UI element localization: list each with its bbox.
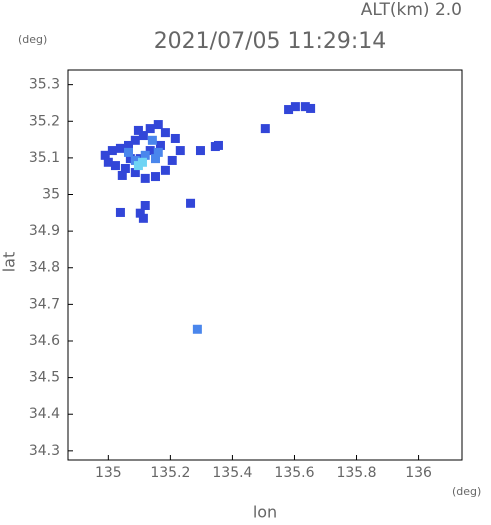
y-tick-label: 34.8 [29,260,60,276]
echo-cell [195,146,205,156]
echo-cell [110,161,120,171]
y-tick-label: 35.2 [29,113,60,129]
x-tick-label: 135.2 [150,465,190,481]
echo-cell [120,164,130,174]
echo-cell [175,146,185,156]
echo-cell [133,125,143,135]
y-tick-label: 34.5 [29,370,60,386]
y-tick-label: 35.1 [29,150,60,166]
echo-cell [123,147,133,157]
x-axis-label: lon [253,503,277,522]
y-tick-label: 34.7 [29,296,60,312]
y-tick-label: 34.9 [29,223,60,239]
echo-cell [155,140,165,150]
echo-cell [150,154,160,164]
echo-cell [167,155,177,165]
echo-cell [125,154,135,164]
y-tick-label: 34.3 [29,443,60,459]
y-tick-label: 35 [42,187,60,203]
echo-cell [140,200,150,210]
echo-cell [115,143,125,153]
echo-cell [290,102,300,112]
x-tick-label: 135.8 [336,465,376,481]
echo-cell [260,124,270,134]
echo-cell [160,165,170,175]
echo-cell [140,173,150,183]
echo-cell [107,146,117,156]
echo-cell [153,147,163,157]
echo-cell [170,133,180,143]
echo-cell [135,208,145,218]
echo-cell [130,135,140,145]
echo-cell [153,120,163,130]
echo-cell [115,207,125,217]
echo-cell [138,213,148,223]
echo-cell [300,102,310,112]
y-axis-label: lat [0,252,19,273]
echo-cell [284,105,294,115]
echo-cell [103,157,113,167]
x-unit: (deg) [452,485,481,498]
echo-cell [186,198,196,208]
x-tick-label: 135 [95,465,122,481]
echo-cell [145,146,155,156]
y-tick-label: 35.3 [29,77,60,93]
echo-cell [140,150,150,160]
echo-cell [130,168,140,178]
x-tick-label: 135.6 [274,465,314,481]
echo-cell [306,103,316,113]
header: ALT(km) 2.0 [361,0,462,20]
x-tick-label: 135.4 [212,465,252,481]
echo-cell [123,140,133,150]
echo-cell [213,140,223,150]
y-tick-label: 34.4 [29,406,60,422]
echo-cell [117,170,127,180]
x-tick-label: 136 [405,465,432,481]
chart-title: 2021/07/05 11:29:14 [154,29,387,54]
echo-cell [147,135,157,145]
echo-cell [192,324,202,334]
echo-cell [150,172,160,182]
echo-cell [160,128,170,138]
plot-frame [67,69,463,461]
echo-cell [145,124,155,134]
y-tick-label: 34.6 [29,333,60,349]
echo-cell [133,161,143,171]
y-unit: (deg) [18,33,47,46]
echo-cell [130,155,140,165]
echo-cell [138,131,148,141]
echo-cell [100,150,110,160]
